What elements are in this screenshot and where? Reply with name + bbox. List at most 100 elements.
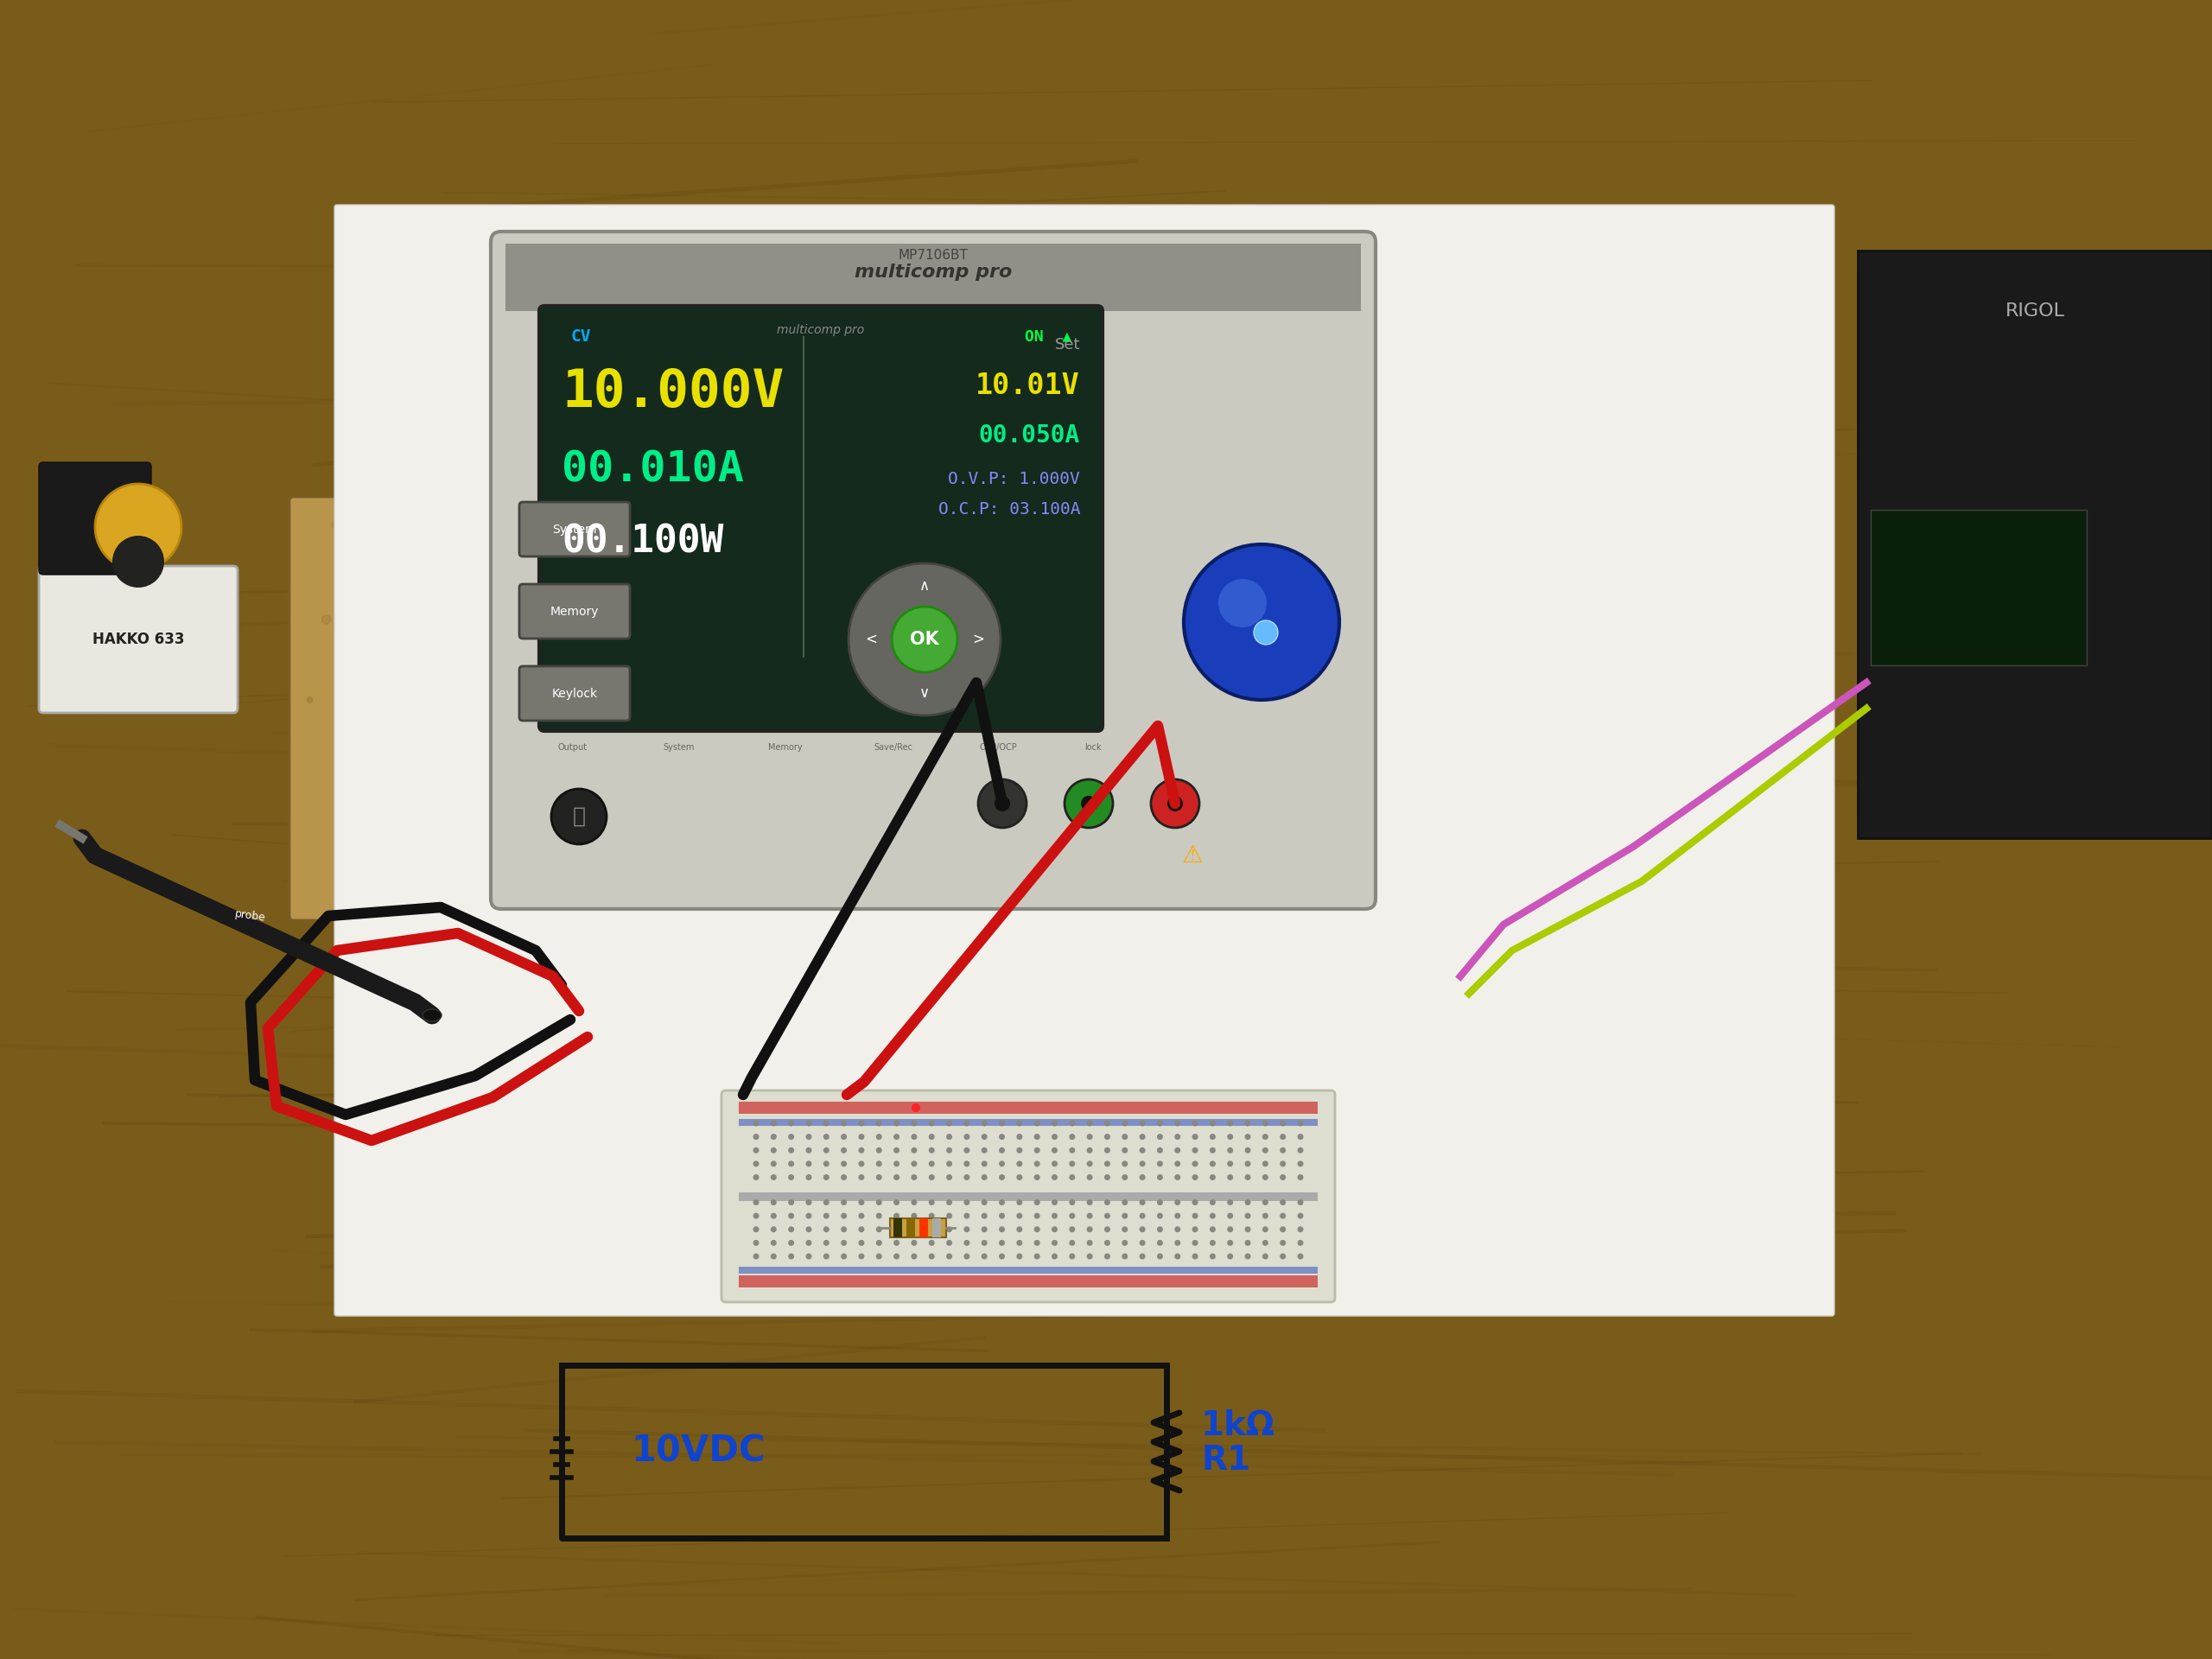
Circle shape <box>894 818 902 826</box>
Circle shape <box>1228 1213 1234 1219</box>
Circle shape <box>1520 554 1524 556</box>
Circle shape <box>964 1133 969 1140</box>
Circle shape <box>823 1161 830 1166</box>
Circle shape <box>1502 743 1509 748</box>
Circle shape <box>1281 1213 1285 1219</box>
Circle shape <box>1000 1161 1004 1166</box>
Circle shape <box>1157 1199 1164 1206</box>
Circle shape <box>1104 1253 1110 1259</box>
Circle shape <box>473 775 482 785</box>
Circle shape <box>947 1175 951 1180</box>
Circle shape <box>841 1199 847 1206</box>
Circle shape <box>1104 1161 1110 1166</box>
Circle shape <box>1018 1226 1022 1233</box>
Circle shape <box>841 1133 847 1140</box>
Circle shape <box>1298 1226 1303 1233</box>
Circle shape <box>1121 1161 1128 1166</box>
Circle shape <box>787 1253 794 1259</box>
Circle shape <box>834 572 845 584</box>
Circle shape <box>752 1253 759 1259</box>
Circle shape <box>823 1175 830 1180</box>
Text: 00.100W: 00.100W <box>562 523 723 561</box>
Circle shape <box>858 1239 865 1246</box>
Circle shape <box>911 1120 918 1126</box>
Circle shape <box>1104 1199 1110 1206</box>
Bar <box>739 1118 1318 1126</box>
Circle shape <box>343 743 349 750</box>
Circle shape <box>969 607 975 614</box>
FancyBboxPatch shape <box>40 463 150 574</box>
Circle shape <box>823 1148 830 1153</box>
Circle shape <box>1104 1213 1110 1219</box>
FancyBboxPatch shape <box>599 385 894 703</box>
Circle shape <box>1121 1133 1128 1140</box>
Circle shape <box>1259 768 1263 773</box>
Circle shape <box>1263 1175 1267 1180</box>
Circle shape <box>770 1133 776 1140</box>
Circle shape <box>942 728 953 740</box>
Text: ∨: ∨ <box>920 685 929 700</box>
Circle shape <box>416 770 427 781</box>
Circle shape <box>752 1226 759 1233</box>
Text: 10VDC: 10VDC <box>630 1433 765 1470</box>
Circle shape <box>1018 1120 1022 1126</box>
Circle shape <box>648 677 655 684</box>
Circle shape <box>787 1161 794 1166</box>
Circle shape <box>894 1226 900 1233</box>
Text: Output: Output <box>557 743 586 752</box>
Circle shape <box>1389 516 1394 521</box>
Circle shape <box>858 1213 865 1219</box>
Circle shape <box>1281 1133 1285 1140</box>
Bar <box>889 1218 947 1238</box>
Circle shape <box>1051 1120 1057 1126</box>
Text: System: System <box>664 743 695 752</box>
Circle shape <box>982 1148 987 1153</box>
Circle shape <box>964 1239 969 1246</box>
Circle shape <box>964 1226 969 1233</box>
Circle shape <box>1298 1161 1303 1166</box>
Circle shape <box>1192 1133 1199 1140</box>
Circle shape <box>1245 1175 1250 1180</box>
Circle shape <box>929 1148 936 1153</box>
Circle shape <box>1298 1133 1303 1140</box>
Circle shape <box>1429 707 1438 715</box>
Circle shape <box>697 612 701 617</box>
Circle shape <box>1068 1148 1075 1153</box>
Circle shape <box>1245 1213 1250 1219</box>
Circle shape <box>1139 1213 1146 1219</box>
Circle shape <box>982 1253 987 1259</box>
Circle shape <box>905 898 911 904</box>
Circle shape <box>1033 1239 1040 1246</box>
Circle shape <box>823 1213 830 1219</box>
Circle shape <box>1146 664 1155 674</box>
Circle shape <box>1212 717 1214 720</box>
Circle shape <box>1157 1161 1164 1166</box>
Circle shape <box>964 1161 969 1166</box>
Text: ON  ▲: ON ▲ <box>1024 328 1071 343</box>
Circle shape <box>1281 1199 1285 1206</box>
Circle shape <box>555 776 564 786</box>
Circle shape <box>1086 1226 1093 1233</box>
Circle shape <box>1097 614 1104 620</box>
Circle shape <box>894 1148 900 1153</box>
Circle shape <box>338 571 349 582</box>
Circle shape <box>858 1253 865 1259</box>
Circle shape <box>902 727 907 732</box>
Circle shape <box>894 1175 900 1180</box>
Circle shape <box>858 1148 865 1153</box>
Circle shape <box>1245 1226 1250 1233</box>
Circle shape <box>1281 1226 1285 1233</box>
Circle shape <box>929 1120 936 1126</box>
Circle shape <box>1228 1133 1234 1140</box>
Circle shape <box>929 1175 936 1180</box>
Circle shape <box>1051 1161 1057 1166</box>
Text: HAKKO 633: HAKKO 633 <box>93 632 184 647</box>
Circle shape <box>894 1120 900 1126</box>
Circle shape <box>1018 1239 1022 1246</box>
Circle shape <box>911 1103 920 1112</box>
Bar <box>739 1191 1318 1201</box>
Circle shape <box>805 1213 812 1219</box>
Circle shape <box>1210 1175 1217 1180</box>
Circle shape <box>1407 780 1413 786</box>
Circle shape <box>1281 722 1287 728</box>
